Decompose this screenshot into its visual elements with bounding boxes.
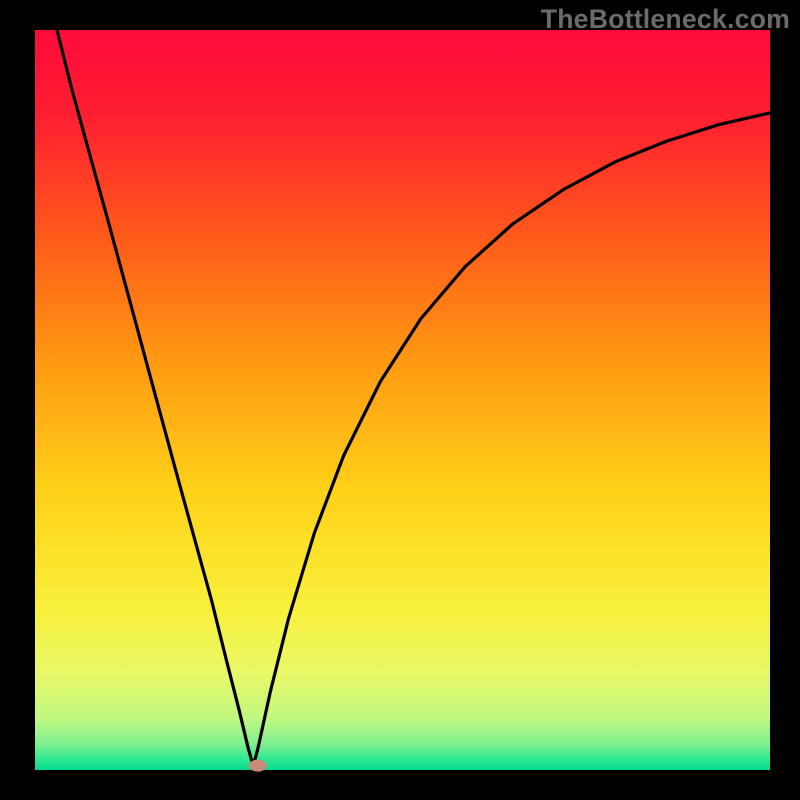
- plot-background-gradient: [35, 30, 770, 770]
- chart-svg: [0, 0, 800, 800]
- minimum-marker: [249, 760, 267, 772]
- chart-stage: TheBottleneck.com: [0, 0, 800, 800]
- watermark-text: TheBottleneck.com: [541, 4, 790, 35]
